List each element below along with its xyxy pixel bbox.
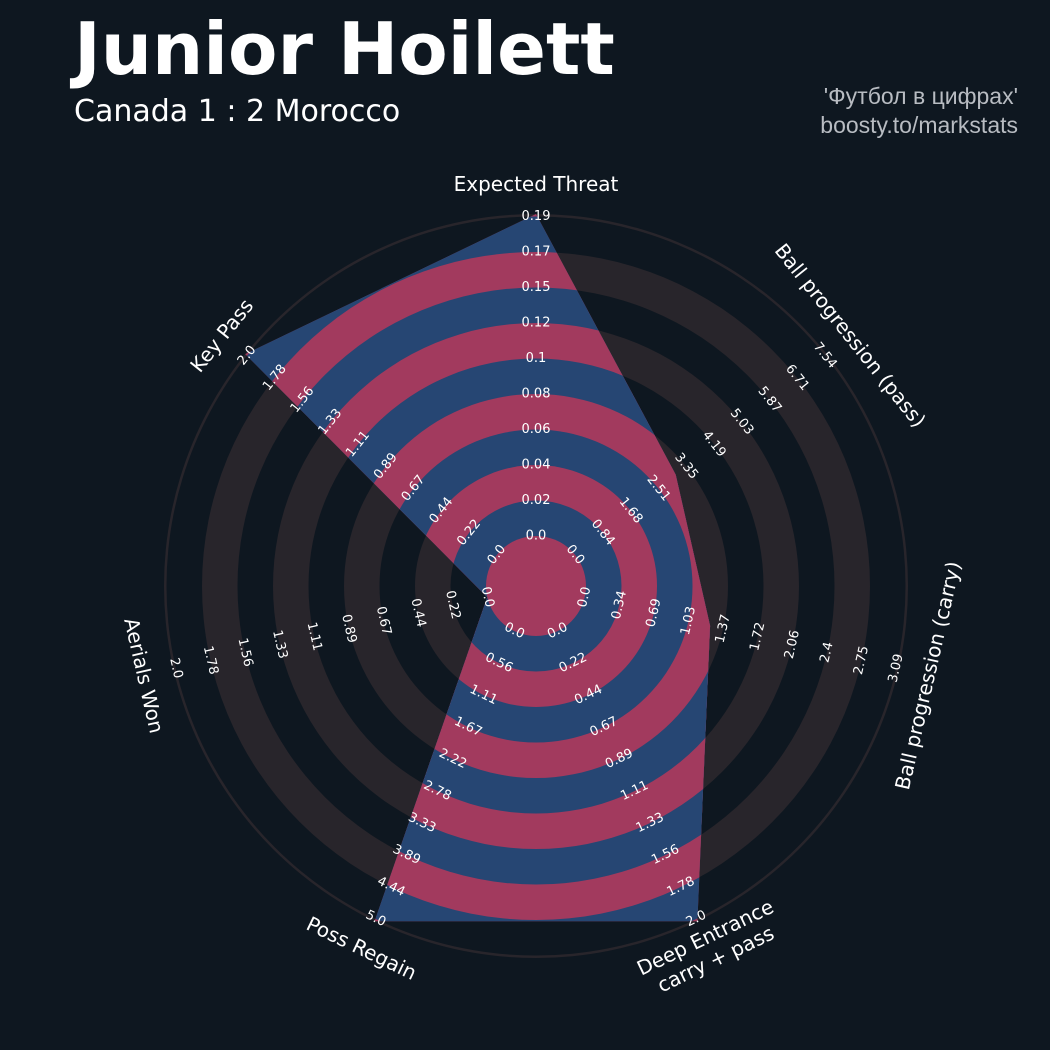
parameter-label: Aerials Won	[119, 616, 169, 736]
tick-label: 0.34	[609, 589, 630, 621]
tick-label: 0.69	[643, 597, 664, 629]
credit-line-link[interactable]: boosty.to/markstats	[820, 112, 1018, 138]
parameter-label: Expected Threat	[454, 172, 619, 196]
tick-label: 3.09	[886, 652, 907, 684]
tick-label: 1.72	[747, 621, 768, 653]
tick-label: 0.17	[522, 245, 551, 260]
tick-label: 0.67	[373, 605, 394, 637]
tick-label: 0.12	[522, 316, 551, 331]
tick-label: 2.0	[166, 656, 185, 680]
tick-label: 0.22	[442, 589, 463, 621]
player-name-title: Junior Hoilett	[74, 7, 615, 91]
tick-label: 0.08	[522, 387, 551, 402]
parameter-label-line: Expected Threat	[454, 172, 619, 196]
parameter-label-line: Aerials Won	[119, 616, 169, 736]
tick-label: 0.0	[526, 529, 547, 544]
tick-label: 2.75	[851, 645, 872, 677]
tick-label: 0.0	[478, 585, 497, 609]
tick-label: 1.11	[304, 621, 325, 653]
tick-label: 1.03	[678, 605, 699, 637]
tick-label: 0.04	[522, 458, 551, 473]
tick-label: 1.78	[200, 645, 221, 677]
value-ring	[486, 536, 586, 636]
credit-line-source: 'Футбол в цифрах'	[823, 83, 1018, 109]
match-score-subtitle: Canada 1 : 2 Morocco	[74, 94, 401, 129]
tick-label: 1.33	[269, 629, 290, 661]
tick-label: 2.06	[782, 629, 803, 661]
tick-label: 1.56	[234, 637, 255, 669]
tick-label: 1.37	[713, 613, 734, 645]
tick-label: 2.4	[817, 641, 836, 665]
tick-label: 0.0	[575, 585, 594, 609]
credit-text: 'Футбол в цифрах' boosty.to/markstats	[820, 82, 1018, 140]
tick-label: 0.19	[522, 209, 551, 224]
tick-label: 0.15	[522, 280, 551, 295]
tick-label: 0.89	[338, 613, 359, 645]
tick-label: 0.02	[522, 493, 551, 508]
tick-label: 0.1	[526, 351, 547, 366]
tick-label: 0.06	[522, 422, 551, 437]
tick-label: 0.44	[407, 597, 428, 629]
